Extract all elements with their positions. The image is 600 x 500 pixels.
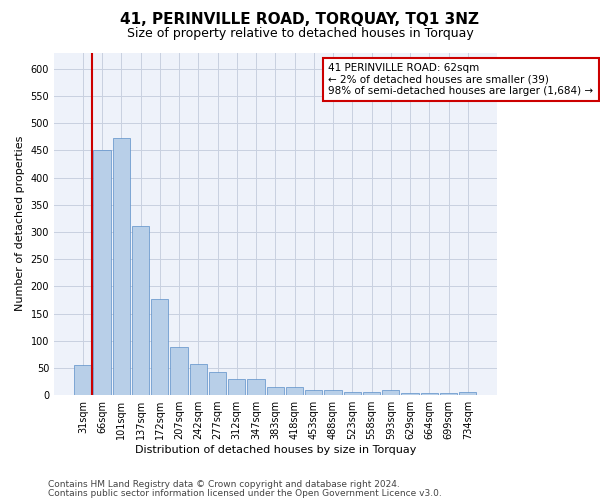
Text: 41 PERINVILLE ROAD: 62sqm
← 2% of detached houses are smaller (39)
98% of semi-d: 41 PERINVILLE ROAD: 62sqm ← 2% of detach… (328, 63, 593, 96)
Bar (228, 379, 245, 395)
Bar (325, 390, 342, 395)
Text: Contains public sector information licensed under the Open Government Licence v3: Contains public sector information licen… (48, 488, 442, 498)
Bar (440, 393, 457, 395)
Bar (401, 393, 419, 395)
Bar (266, 387, 284, 395)
Bar (151, 300, 169, 395)
Bar (190, 364, 207, 395)
Bar (286, 387, 303, 395)
Bar (113, 138, 130, 395)
Bar (170, 347, 188, 395)
Bar (94, 150, 111, 395)
X-axis label: Distribution of detached houses by size in Torquay: Distribution of detached houses by size … (134, 445, 416, 455)
Bar (382, 390, 400, 395)
Text: 41, PERINVILLE ROAD, TORQUAY, TQ1 3NZ: 41, PERINVILLE ROAD, TORQUAY, TQ1 3NZ (121, 12, 479, 28)
Bar (421, 393, 438, 395)
Bar (209, 372, 226, 395)
Bar (459, 392, 476, 395)
Y-axis label: Number of detached properties: Number of detached properties (15, 136, 25, 312)
Bar (132, 226, 149, 395)
Text: Contains HM Land Registry data © Crown copyright and database right 2024.: Contains HM Land Registry data © Crown c… (48, 480, 400, 489)
Bar (305, 390, 322, 395)
Bar (344, 392, 361, 395)
Bar (74, 365, 91, 395)
Text: Size of property relative to detached houses in Torquay: Size of property relative to detached ho… (127, 28, 473, 40)
Bar (247, 379, 265, 395)
Bar (363, 392, 380, 395)
